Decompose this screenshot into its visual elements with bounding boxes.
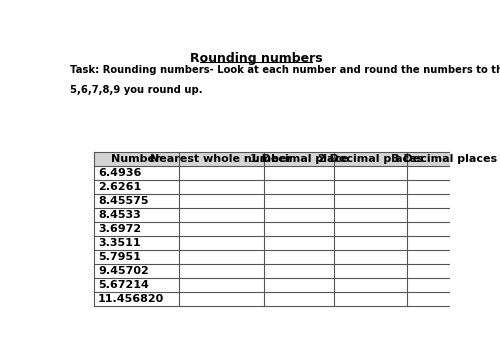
Text: 8.45575: 8.45575 [98,196,148,206]
Text: 6.4936: 6.4936 [98,168,142,178]
Text: 2.6261: 2.6261 [98,183,142,192]
Text: 3.6972: 3.6972 [98,224,142,234]
Bar [94,194,481,208]
Bar [94,222,481,236]
Text: 3 Decimal places: 3 Decimal places [392,154,496,164]
Bar [94,236,481,250]
Bar [94,292,481,306]
Bar [94,180,481,194]
Text: 9.45702: 9.45702 [98,266,149,276]
Text: 5,6,7,8,9 you round up.: 5,6,7,8,9 you round up. [70,85,203,95]
Text: 3.3511: 3.3511 [98,238,141,248]
Text: Task: Rounding numbers- Look at each number and round the numbers to the indicat: Task: Rounding numbers- Look at each num… [70,65,500,76]
Text: 5.67214: 5.67214 [98,280,149,290]
Bar [94,152,481,166]
Text: Rounding numbers: Rounding numbers [190,52,322,65]
Text: 2 Decimal places: 2 Decimal places [318,154,423,164]
Bar [94,278,481,292]
Text: Nearest whole number: Nearest whole number [150,154,292,164]
Bar [94,208,481,222]
Text: 8.4533: 8.4533 [98,210,141,220]
Bar [94,264,481,278]
Text: 5.7951: 5.7951 [98,252,141,262]
Bar [94,250,481,264]
Text: Number: Number [112,154,161,164]
Bar [94,166,481,180]
Text: 11.456820: 11.456820 [98,294,164,304]
Text: 1 Decimal place: 1 Decimal place [250,154,348,164]
